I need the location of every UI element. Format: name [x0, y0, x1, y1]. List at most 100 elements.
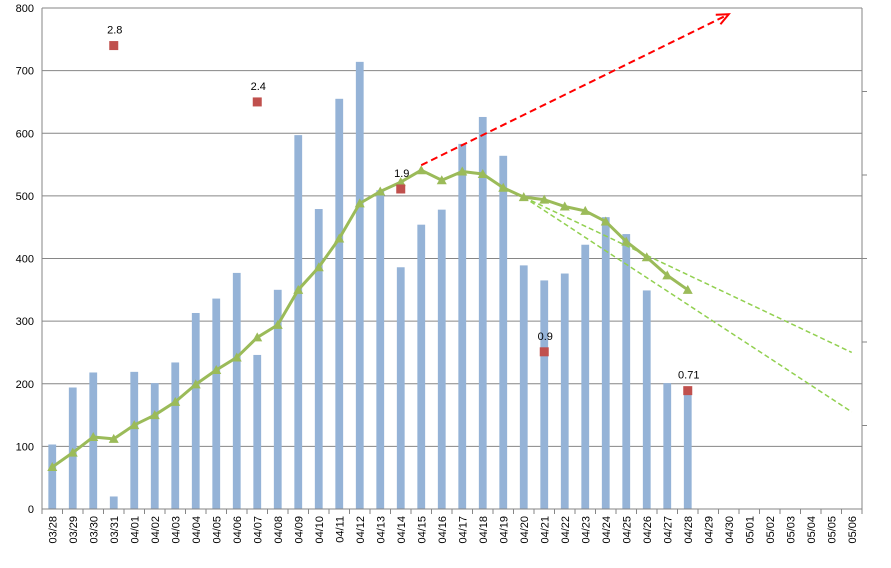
line-marker [313, 262, 324, 272]
rate-marker [396, 184, 406, 194]
bar [253, 354, 262, 509]
line-marker [580, 205, 591, 215]
line-marker [252, 332, 263, 342]
bar [683, 386, 692, 509]
bar [212, 298, 221, 509]
bar [109, 496, 118, 509]
line-series-path [51, 168, 689, 469]
line-series [47, 165, 693, 472]
x-tick-label: 04/16 [437, 516, 449, 544]
rate-marker [539, 347, 549, 357]
x-tick-labels: 03/28 03/29 03/30 03/31 04/01 04/02 04/03 04/04… [47, 516, 859, 544]
line-marker [621, 236, 632, 246]
x-tick-label: 04/27 [662, 516, 674, 544]
x-tick-label: 04/26 [642, 516, 654, 544]
rate-label: 0.71 [678, 370, 699, 382]
rate-marker [109, 41, 119, 51]
bar [622, 234, 631, 510]
x-tick-label: 04/07 [252, 516, 264, 544]
y-tick-labels: 0 100 200 300 400 500 600 700 800 [16, 3, 34, 516]
line-marker [88, 431, 99, 441]
bar [48, 444, 57, 509]
x-tick-label: 04/10 [314, 516, 326, 544]
bar [355, 61, 364, 510]
x-tick-label: 05/05 [826, 516, 838, 544]
x-tick-label: 04/06 [232, 516, 244, 544]
x-tick-label: 04/28 [683, 516, 695, 544]
line-marker [682, 284, 693, 294]
bar [499, 155, 508, 510]
x-tick-label: 04/19 [498, 516, 510, 544]
line-marker [559, 201, 570, 211]
bar [314, 209, 323, 509]
x-tick-label: 05/03 [785, 516, 797, 544]
line-marker [47, 462, 58, 472]
gridlines [42, 7, 862, 447]
rate-label: 1.9 [394, 168, 409, 180]
y-tick-label: 0 [28, 504, 34, 516]
line-marker [600, 216, 611, 226]
y-tick-label: 100 [16, 441, 34, 453]
bar [150, 383, 159, 509]
line-marker [272, 319, 283, 329]
y-tick-label: 600 [16, 128, 34, 140]
x-tick-label: 04/23 [580, 516, 592, 544]
line-marker [457, 166, 468, 176]
bar-series [48, 61, 692, 510]
line-marker [416, 165, 427, 175]
line-marker [231, 352, 242, 362]
y-tick-label: 800 [16, 3, 34, 15]
bar [437, 209, 446, 509]
bar [396, 267, 405, 509]
bar [581, 244, 590, 509]
line-marker [436, 175, 447, 185]
x-tick-label: 04/04 [191, 516, 203, 544]
x-tick-label: 03/31 [109, 516, 121, 544]
x-tick-label: 04/08 [273, 516, 285, 544]
axes [41, 8, 867, 514]
line-marker [539, 194, 550, 204]
point-series: 2.8 2.4 1.9 0.9 0.71 [107, 25, 699, 396]
bar [601, 217, 610, 510]
x-tick-label: 04/15 [416, 516, 428, 544]
x-tick-label: 05/04 [806, 516, 818, 544]
bar [335, 98, 344, 510]
x-tick-label: 04/11 [334, 516, 346, 543]
line-marker [518, 192, 529, 202]
bar [458, 143, 467, 510]
bar [642, 290, 651, 509]
rate-label: 0.9 [538, 331, 553, 343]
line-marker [334, 233, 345, 243]
bar [232, 272, 241, 509]
y-tick-label: 400 [16, 254, 34, 266]
rate-marker [252, 97, 262, 107]
bar [560, 273, 569, 509]
line-marker [375, 186, 386, 196]
x-tick-label: 04/21 [539, 516, 551, 544]
bar [130, 371, 139, 509]
bar [519, 265, 528, 509]
x-tick-label: 04/17 [457, 516, 469, 544]
y-tick-label: 700 [16, 66, 34, 78]
bar [191, 312, 200, 509]
bar [294, 135, 303, 509]
line-marker [498, 182, 509, 192]
x-tick-label: 04/29 [703, 516, 715, 544]
x-tick-label: 04/03 [170, 516, 182, 544]
x-tick-label: 04/20 [519, 516, 531, 544]
x-tick-label: 03/29 [68, 516, 80, 544]
x-tick-label: 04/18 [478, 516, 490, 544]
x-tick-label: 04/24 [601, 516, 613, 544]
x-tick-label: 04/02 [150, 516, 162, 544]
line-marker [395, 177, 406, 187]
x-tick-label: 04/25 [621, 516, 633, 544]
x-tick-label: 04/01 [129, 516, 141, 544]
bar [171, 362, 180, 509]
x-tick-label: 04/12 [355, 516, 367, 544]
bar [417, 224, 426, 509]
bar [663, 383, 672, 509]
x-tick-label: 03/30 [88, 516, 100, 544]
trend-arrow-line [420, 13, 730, 167]
bar [376, 190, 385, 509]
